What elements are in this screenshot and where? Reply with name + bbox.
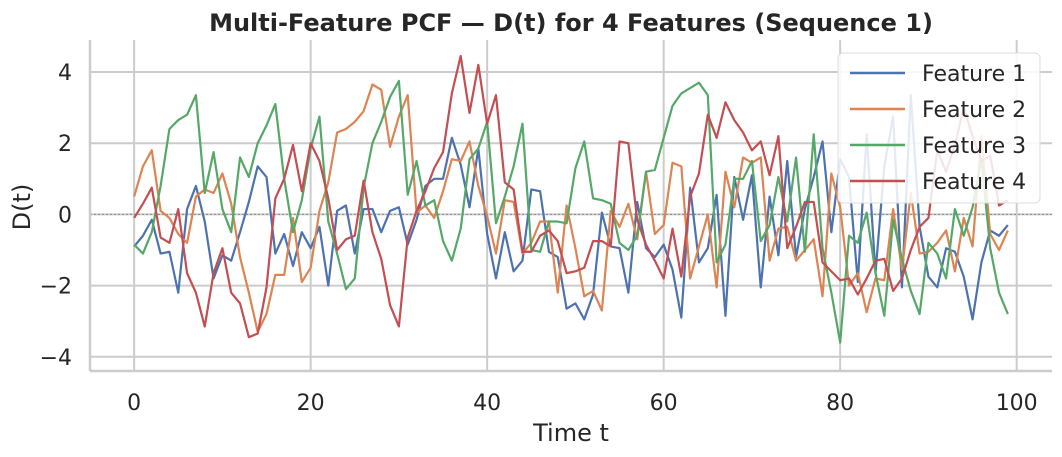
x-axis-label: Time t	[532, 419, 609, 447]
legend-frame	[837, 52, 1041, 204]
x-tick-label-2: 40	[473, 391, 501, 416]
tick-labels: 0 20 40 60 80 100 −4 −2 0 2 4	[40, 61, 1038, 416]
legend-label-feature-2: Feature 2	[922, 98, 1026, 123]
x-tick-label-5: 100	[996, 391, 1038, 416]
series-line-feature-2	[133, 83, 1009, 333]
x-tick-label-4: 80	[826, 391, 854, 416]
legend-label-feature-4: Feature 4	[922, 170, 1026, 195]
y-tick-label-0: −4	[40, 346, 72, 371]
x-tick-label-0: 0	[127, 391, 141, 416]
legend-label-feature-1: Feature 1	[922, 62, 1026, 87]
legend-label-feature-3: Feature 3	[922, 134, 1026, 159]
y-tick-label-2: 0	[58, 203, 72, 228]
series-line-feature-4	[133, 54, 1009, 339]
series-line-feature-3	[133, 79, 1009, 344]
y-tick-label-3: 2	[58, 132, 72, 157]
axes-spines	[88, 40, 1052, 373]
y-tick-label-4: 4	[58, 61, 72, 86]
legend: Feature 1 Feature 2 Feature 3 Feature 4	[837, 52, 1041, 204]
series-line-feature-1	[133, 94, 1009, 321]
x-tick-label-3: 60	[650, 391, 678, 416]
y-axis-label: D(t)	[8, 184, 36, 231]
series-group	[133, 54, 1009, 344]
chart-title: Multi-Feature PCF — D(t) for 4 Features …	[209, 9, 933, 37]
x-tick-label-1: 20	[297, 391, 325, 416]
y-tick-label-1: −2	[40, 275, 72, 300]
